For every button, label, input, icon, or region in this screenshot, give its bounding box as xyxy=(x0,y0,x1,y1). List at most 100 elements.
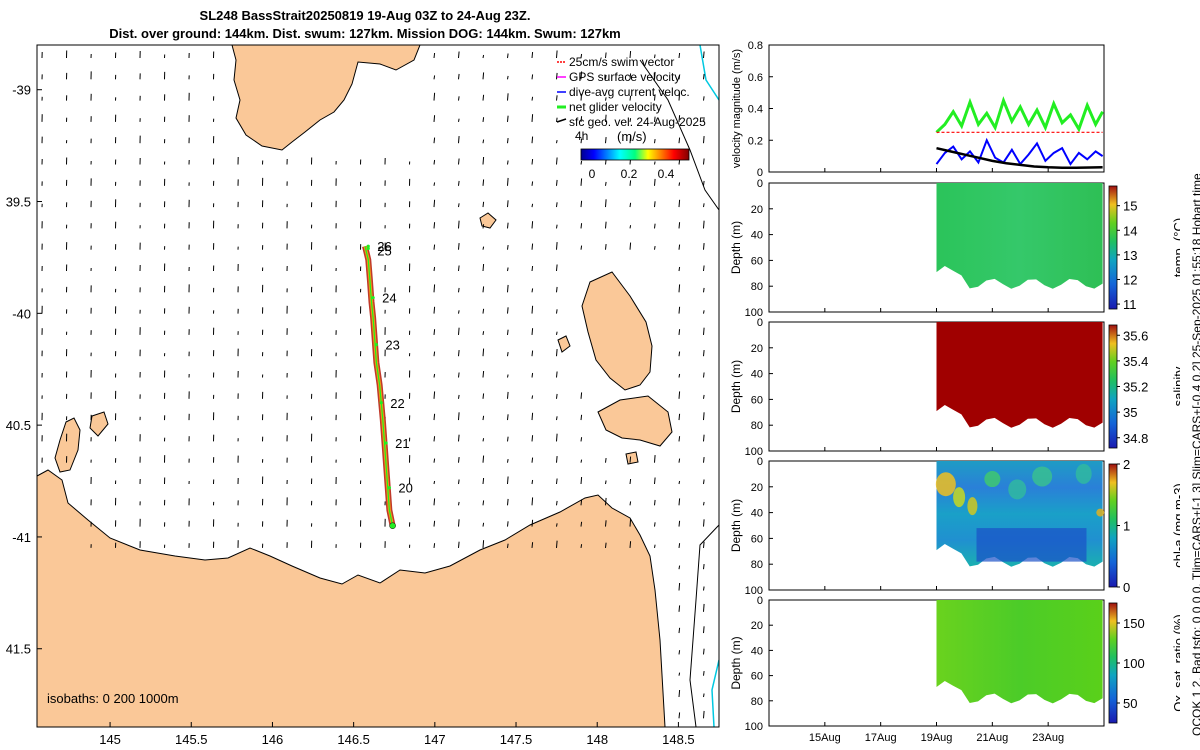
velocity-arrow xyxy=(531,350,534,357)
small-island-3 xyxy=(625,451,639,465)
velocity-arrow xyxy=(678,689,681,698)
velocity-arrow xyxy=(580,71,583,80)
velocity-arrow xyxy=(507,177,509,186)
depth-ytick-label: 80 xyxy=(751,281,763,293)
series-sfc-geo-vel- xyxy=(936,146,1103,169)
velocity-arrow xyxy=(580,392,583,399)
lon-tick-label: 145 xyxy=(99,732,121,747)
velocity-arrow xyxy=(629,242,632,250)
velocity-arrow xyxy=(507,391,509,399)
velocity-arrow xyxy=(507,115,509,122)
velocity-arrow xyxy=(703,412,705,421)
velocity-arrow xyxy=(629,518,632,527)
velocity-arrow xyxy=(654,246,656,250)
velocity-arrow xyxy=(556,140,558,144)
velocity-arrow xyxy=(433,543,436,548)
velocity-arrow xyxy=(629,135,632,144)
sfc-velocity-field xyxy=(41,50,705,719)
velocity-arrow xyxy=(482,117,485,122)
velocity-arrow xyxy=(458,73,460,80)
velocity-arrow xyxy=(580,499,583,506)
velocity-arrow xyxy=(556,117,558,122)
velocity-arrow xyxy=(678,712,681,719)
velocity-arrow xyxy=(678,498,681,506)
velocity-arrow xyxy=(629,202,632,208)
velocity-arrow xyxy=(605,137,607,144)
profile-data xyxy=(936,322,1103,428)
velocity-arrow xyxy=(433,199,436,208)
velocity-arrow xyxy=(654,54,656,59)
velocity-arrow xyxy=(433,115,436,122)
velocity-arrow xyxy=(531,395,534,399)
profile-colorbar xyxy=(1108,463,1118,588)
depth-ytick-label: 60 xyxy=(751,671,763,683)
legend-interval: 4h xyxy=(575,129,588,143)
velocity-arrow xyxy=(678,351,681,357)
depth-ytick-label: 100 xyxy=(745,721,763,733)
depth-ytick-label: 80 xyxy=(751,420,763,432)
velocity-ytick-label: 0.6 xyxy=(748,72,763,84)
date-tick-label: 23Aug xyxy=(1032,732,1064,744)
day-marker-label: 24 xyxy=(382,291,396,306)
day-marker-label: 22 xyxy=(390,396,404,411)
velocity-arrow xyxy=(482,522,485,527)
velocity-arrow xyxy=(703,710,705,719)
velocity-arrow xyxy=(433,458,436,463)
velocity-arrow xyxy=(678,458,681,463)
velocity-arrow xyxy=(507,414,509,421)
depth-ylabel: Depth (m) xyxy=(729,636,743,689)
date-tick-label: 15Aug xyxy=(809,732,841,744)
velocity-arrow xyxy=(458,51,460,59)
depth-ytick-label: 40 xyxy=(751,230,763,242)
velocity-arrow xyxy=(433,351,436,357)
velocity-arrow xyxy=(458,457,460,463)
velocity-arrow xyxy=(678,329,681,335)
velocity-arrow xyxy=(654,139,656,144)
velocity-arrow xyxy=(654,544,656,548)
profile-data xyxy=(936,183,1103,289)
velocity-arrow xyxy=(433,436,436,442)
velocity-arrow xyxy=(678,672,681,676)
velocity-arrow xyxy=(678,182,681,186)
isobath-1000m-north xyxy=(639,59,719,211)
velocity-arrow xyxy=(703,327,705,335)
velocity-arrow xyxy=(556,478,558,485)
velocity-arrow xyxy=(654,477,656,485)
lon-tick-label: 145.5 xyxy=(175,732,208,747)
velocity-ytick-label: 0.4 xyxy=(748,104,763,116)
velocity-arrow xyxy=(703,220,705,229)
velocity-arrow xyxy=(654,71,656,80)
velocity-arrow xyxy=(433,75,436,80)
depth-ytick-label: 20 xyxy=(751,620,763,632)
depth-ylabel: Depth (m) xyxy=(729,221,743,274)
small-island-king xyxy=(89,411,109,437)
colorbar-tick-2: 0.4 xyxy=(658,167,675,181)
depth-ytick-label: 60 xyxy=(751,533,763,545)
velocity-axes xyxy=(768,44,1105,173)
lon-tick-label: 147.5 xyxy=(500,732,533,747)
velocity-arrow xyxy=(433,92,436,101)
colorbar-tick-label: 50 xyxy=(1123,696,1137,711)
profile-colorbar xyxy=(1108,185,1118,310)
velocity-arrow xyxy=(580,116,583,122)
velocity-arrow xyxy=(605,97,607,101)
date-tick-label: 17Aug xyxy=(865,732,897,744)
velocity-arrow xyxy=(678,391,681,399)
day-marker-dot xyxy=(374,343,378,347)
chl-patch xyxy=(1075,463,1092,484)
velocity-arrow xyxy=(678,565,681,570)
chart-title: SL248 BassStrait20250819 19-Aug 03Z to 2… xyxy=(199,8,531,23)
depth-ytick-label: 100 xyxy=(745,585,763,597)
day-marker-dot xyxy=(366,246,370,251)
velocity-arrow xyxy=(678,306,681,314)
velocity-arrow xyxy=(703,310,705,314)
velocity-arrow xyxy=(433,182,436,186)
velocity-arrow xyxy=(629,95,632,101)
legend-item-net: net glider velocity xyxy=(557,100,662,114)
velocity-arrow xyxy=(482,94,485,101)
velocity-arrow xyxy=(458,243,460,250)
velocity-arrow xyxy=(703,586,705,591)
